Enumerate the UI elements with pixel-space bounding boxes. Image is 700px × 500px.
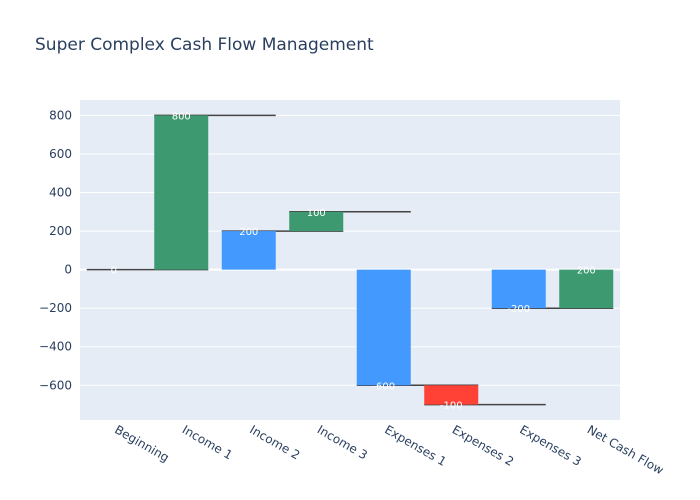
y-tick-label: −200 bbox=[39, 301, 72, 315]
data-label: 800 bbox=[172, 111, 191, 122]
data-label: 200 bbox=[239, 227, 258, 238]
data-label: 100 bbox=[307, 208, 326, 219]
bars bbox=[154, 115, 614, 405]
y-tick-label: 600 bbox=[49, 147, 72, 161]
data-label: -200 bbox=[507, 304, 530, 315]
data-label: -600 bbox=[372, 381, 395, 392]
bar bbox=[424, 385, 479, 405]
y-tick-label: −600 bbox=[39, 378, 72, 392]
bar bbox=[221, 231, 276, 270]
bar bbox=[356, 269, 411, 386]
chart-title: Super Complex Cash Flow Management bbox=[35, 35, 374, 55]
y-tick-label: 400 bbox=[49, 186, 72, 200]
data-label: -100 bbox=[440, 401, 463, 412]
bar bbox=[559, 269, 614, 309]
data-labels: 0 800 200 100 -600 -100 -200 200 bbox=[111, 111, 596, 411]
y-axis: 800 600 400 200 0 −200 −400 −600 bbox=[39, 108, 72, 392]
data-label: 200 bbox=[577, 266, 596, 277]
bar bbox=[154, 115, 209, 270]
data-label: 0 bbox=[111, 266, 117, 277]
bar bbox=[491, 269, 546, 309]
y-tick-label: 200 bbox=[49, 224, 72, 238]
bar bbox=[289, 211, 344, 232]
y-tick-label: 0 bbox=[64, 263, 72, 277]
y-tick-label: −400 bbox=[39, 340, 72, 354]
y-tick-label: 800 bbox=[49, 108, 72, 122]
